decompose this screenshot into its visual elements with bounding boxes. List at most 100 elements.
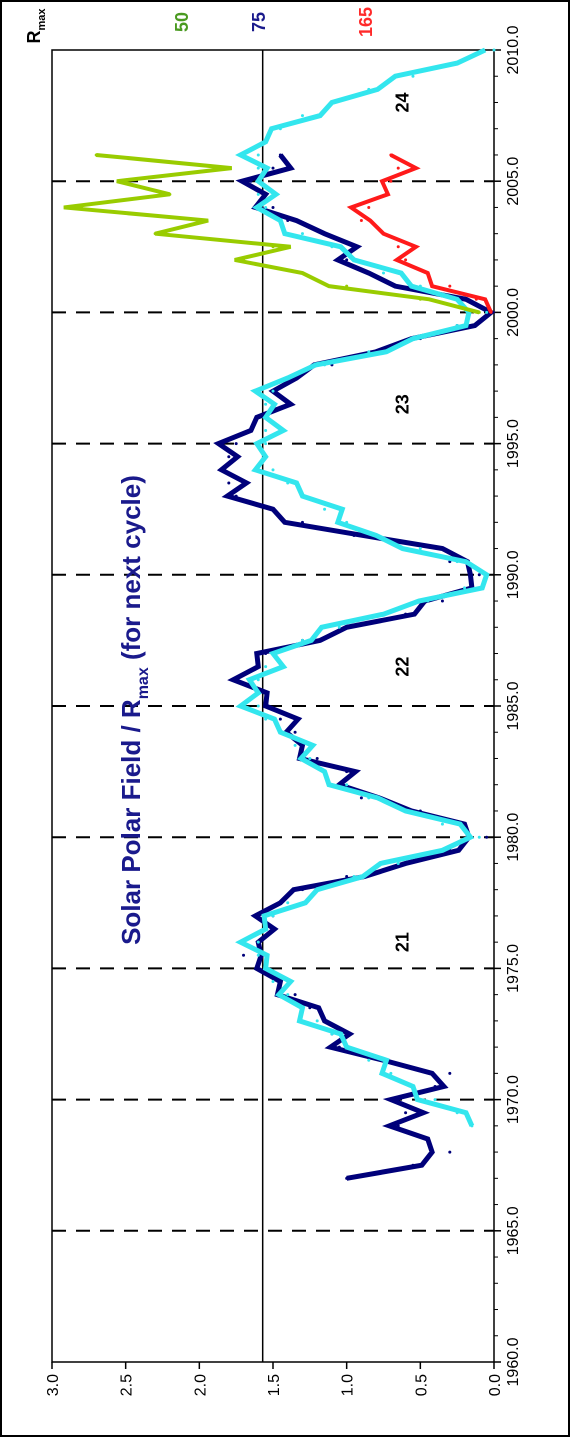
series-0-point [448,1150,452,1154]
series-1-point [264,927,268,931]
series-1-point [470,1124,474,1128]
series-1-point [323,507,327,511]
x-tick-label-10: 2010.0 [505,25,522,74]
series-0-point [389,1098,393,1102]
series-1-point [256,953,260,957]
series-2-point [271,245,275,249]
series-0-point [433,1084,437,1088]
series-1-point [300,1006,304,1010]
series-1-point [330,245,334,249]
y-tick-label-6: 3.0 [45,1374,62,1396]
series-1-point [300,232,304,236]
rmax-value-0: 50 [172,12,192,32]
series-1-point [278,219,282,223]
series-3-point [404,258,408,262]
series-0-point [271,205,275,209]
series-1-point [323,770,327,774]
series-0-point [300,888,304,892]
series-1-point [256,940,260,944]
series-0-point [227,481,231,485]
series-0-point [411,1163,415,1167]
series-2-point [212,166,216,170]
series-0-point [345,258,349,262]
series-1-point [264,402,268,406]
series-0-point [426,1137,430,1141]
series-1-point [264,205,268,209]
series-3-point [448,284,452,288]
series-0-point [300,743,304,747]
series-3-point [367,205,371,209]
series-1-point [271,389,275,393]
series-1-point [485,310,489,314]
series-1-point [264,455,268,459]
series-0-point [359,796,363,800]
series-0-point [227,455,231,459]
series-0-point [448,1071,452,1075]
series-1-point [271,468,275,472]
x-tick-label-5: 1985.0 [505,681,522,730]
x-tick-label-6: 1990.0 [505,550,522,599]
series-1-point [433,1098,437,1102]
series-1-point [345,520,349,524]
series-1-point [485,573,489,577]
x-tick-label-4: 1980.0 [505,813,522,862]
series-0-point [278,153,282,157]
series-3-point [386,192,390,196]
series-0-point [404,861,408,865]
series-1-point [374,533,378,537]
series-1-point [300,494,304,498]
cycle-label-2: 23 [393,394,413,414]
series-1-point [352,875,356,879]
series-0-point [286,219,290,223]
y-tick-label-5: 2.5 [119,1374,136,1396]
x-tick-label-9: 2005.0 [505,157,522,206]
rmax-header-main: R [24,31,44,44]
series-1-point [286,901,290,905]
series-1-point [278,730,282,734]
series-1-point [315,1019,319,1023]
series-1-point [264,966,268,970]
series-1-point [367,1058,371,1062]
series-2-point [124,179,128,183]
rmax-value-1: 75 [249,12,269,32]
x-tick-label-7: 1995.0 [505,419,522,468]
x-tick-label-8: 2000.0 [505,288,522,337]
series-1-point [455,297,459,301]
series-group [63,47,496,1181]
series-1-point [418,547,422,551]
series-0-point [477,573,481,577]
series-2-point [153,232,157,236]
series-1-point [264,140,268,144]
x-tick-label-0: 1960.0 [505,1337,522,1386]
series-1-point [315,888,319,892]
series-1-point [330,1032,334,1036]
x-tick-label-1: 1965.0 [505,1206,522,1255]
series-3-point [396,245,400,249]
y-ticks-group: 0.0 0.5 1.0 1.5 2.0 2.5 3.0 [45,1362,504,1396]
series-1-point [455,61,459,65]
series-0-point [242,953,246,957]
series-0-point [337,1045,341,1049]
series-1-point [455,1111,459,1115]
series-1-point [345,1045,349,1049]
series-0-point [264,192,268,196]
series-1-point [286,993,290,997]
y-tick-label-1: 0.5 [413,1374,430,1396]
series-0-point [345,770,349,774]
series-1-point [256,678,260,682]
x-tick-label-2: 1970.0 [505,1075,522,1124]
series-1-point [271,980,275,984]
series-2-point [242,258,246,262]
series-1-point [264,415,268,419]
cycle-label-1: 22 [393,657,413,677]
series-0-point [264,704,268,708]
series-3-point [389,179,393,183]
series-1-point [278,127,282,131]
chart-title: Solar Polar Field / Rmax (for next cycle… [116,475,152,945]
chart-title-sub: max [135,667,152,699]
series-0-point [352,533,356,537]
x-ticks-group: 1960.0 1965.0 1970.0 1975.0 1980.0 1985.0 1990… [494,25,522,1386]
series-0-point [315,756,319,760]
